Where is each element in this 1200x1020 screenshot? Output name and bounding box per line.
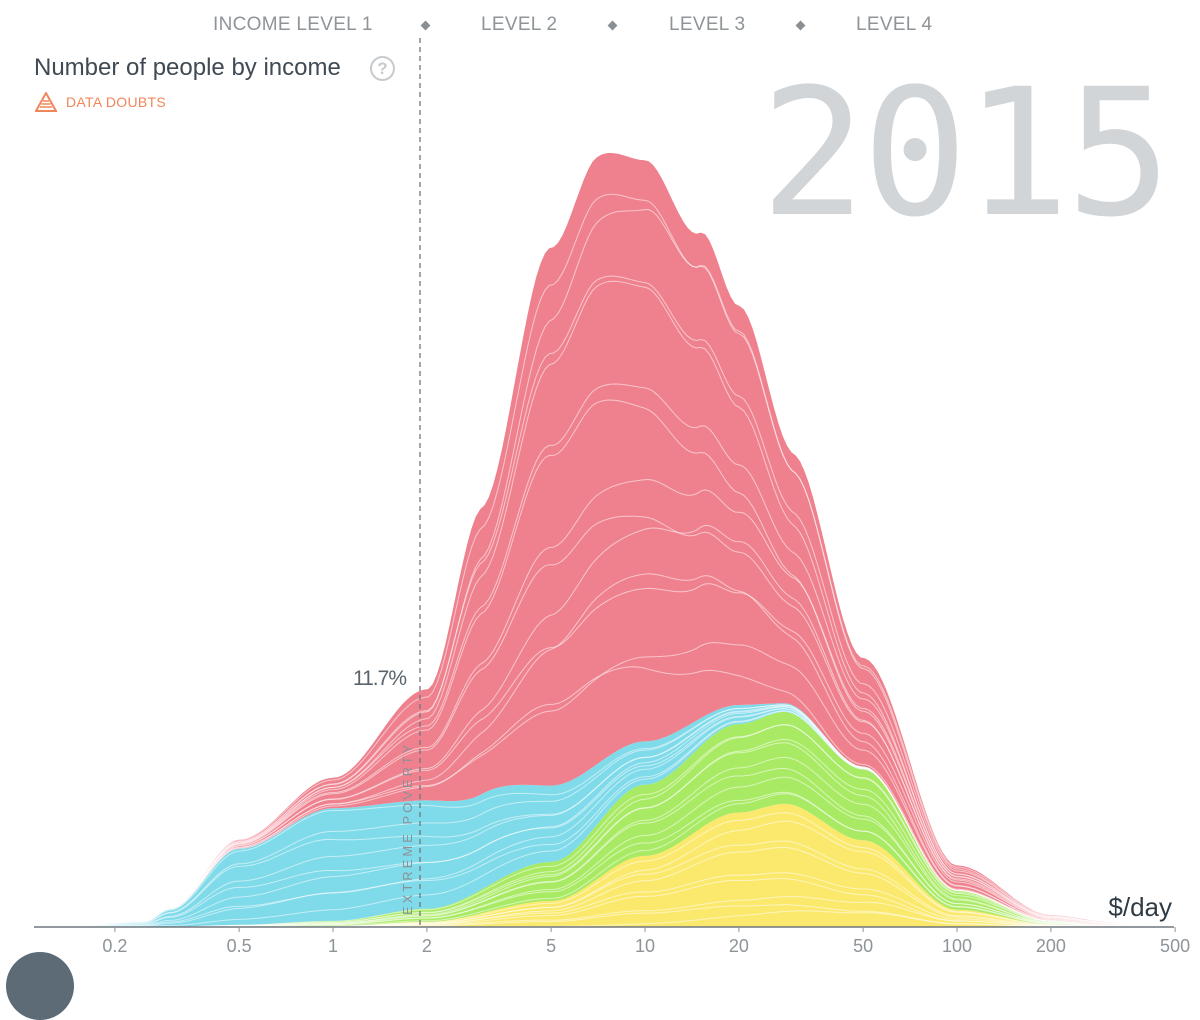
x-axis-tick-label: 1 xyxy=(327,936,339,956)
area-americas[interactable] xyxy=(56,711,1181,927)
income-level-scale: INCOME LEVEL 1 LEVEL 2 LEVEL 3 LEVEL 4 xyxy=(0,14,1200,42)
play-button[interactable] xyxy=(6,952,74,1020)
income-level-1-label: INCOME LEVEL 1 xyxy=(213,14,373,35)
question-mark-icon[interactable]: ? xyxy=(370,56,395,81)
income-mountain-chart xyxy=(34,38,1181,932)
country-contour-line xyxy=(56,208,1181,928)
x-axis-tick-label: 0.2 xyxy=(102,936,128,956)
country-contour-line xyxy=(56,515,1181,928)
x-axis-tick-label: 100 xyxy=(941,936,973,956)
income-level-4-label: LEVEL 4 xyxy=(856,14,933,35)
x-axis-tick-label: 2 xyxy=(421,936,432,956)
x-axis-tick-label: 10 xyxy=(634,936,656,956)
x-axis-tick-label: 500 xyxy=(1160,936,1191,956)
country-contour-line xyxy=(56,666,1181,928)
x-axis-tick-label: 50 xyxy=(853,936,874,956)
country-contour-line xyxy=(56,724,1181,928)
x-axis-tick-label: 0.5 xyxy=(226,936,252,956)
year-label: 2015 xyxy=(760,51,1172,256)
country-contour-line xyxy=(56,573,1181,928)
country-contour-line xyxy=(56,524,1181,928)
income-level-2-label: LEVEL 2 xyxy=(481,14,558,35)
area-europe[interactable] xyxy=(56,803,1181,927)
warning-triangle-icon xyxy=(35,92,57,112)
country-contour-line xyxy=(56,193,1181,928)
x-axis-tick-label: 20 xyxy=(728,936,749,956)
data-doubts-link[interactable]: DATA DOUBTS xyxy=(35,92,166,112)
extreme-poverty-label: EXTREME POVERTY xyxy=(400,741,415,915)
x-axis-tick-label: 5 xyxy=(546,936,557,956)
data-doubts-label: DATA DOUBTS xyxy=(66,94,167,110)
income-level-3-label: LEVEL 3 xyxy=(669,14,746,35)
country-contour-line xyxy=(56,399,1181,928)
chart-title: Number of people by income xyxy=(34,54,341,81)
x-axis-tick-label: 200 xyxy=(1035,936,1066,956)
x-axis-unit-label: $/day xyxy=(1108,892,1172,922)
poverty-percentage-label: 11.7% xyxy=(353,667,407,690)
country-contour-line xyxy=(56,280,1181,928)
